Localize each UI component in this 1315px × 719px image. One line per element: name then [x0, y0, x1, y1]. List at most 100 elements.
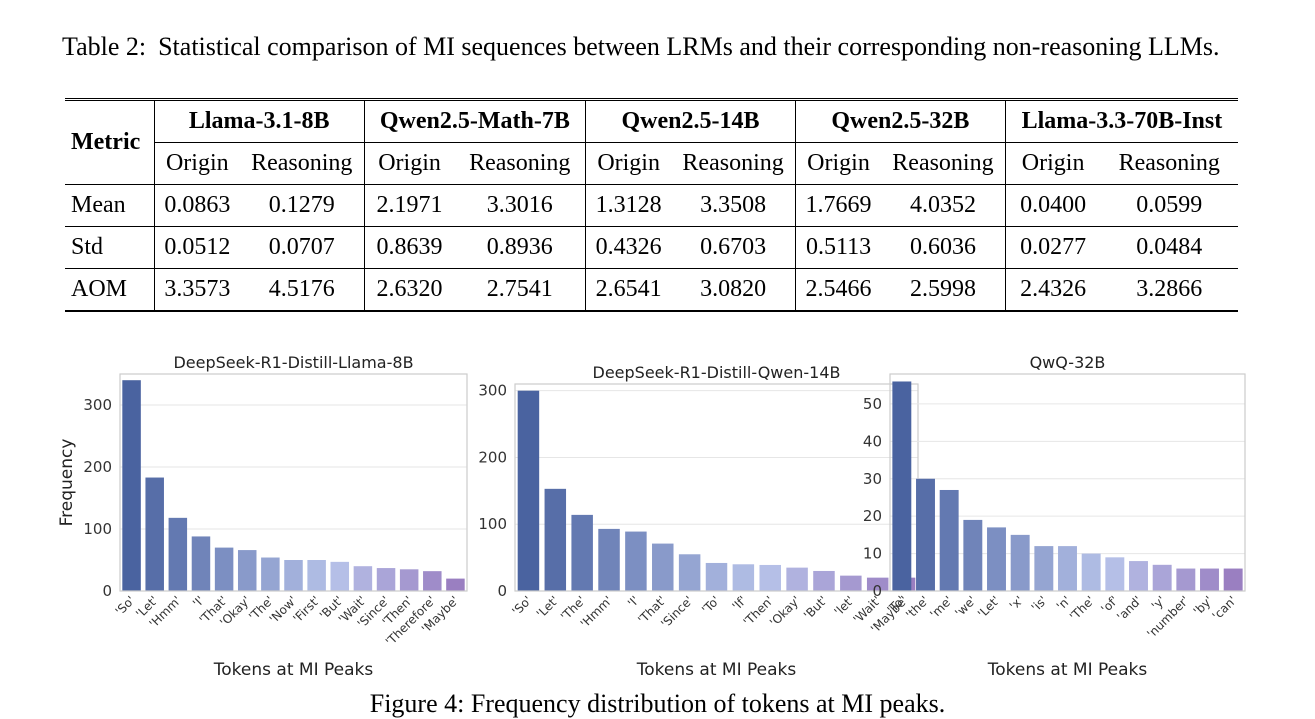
- value-cell: 1.3128: [585, 184, 672, 227]
- y-tick-label: 100: [478, 515, 507, 533]
- bar: [786, 567, 808, 591]
- value-cell: 2.6541: [585, 268, 672, 312]
- y-tick-label: 0: [497, 582, 507, 600]
- x-tick-label: 'So': [113, 593, 138, 618]
- value-cell: 2.4326: [1004, 268, 1101, 312]
- subheader-cell: Origin: [1004, 142, 1101, 185]
- chart-qwen-14b: DeepSeek-R1-Distill-Qwen-14B 0 100 200 300 'S…: [455, 352, 919, 688]
- y-tick-label: 0: [102, 582, 112, 600]
- bar: [866, 577, 889, 591]
- subheader-cell: Reasoning: [454, 142, 586, 185]
- value-cell: 0.4326: [585, 226, 672, 269]
- y-tick-label: 0: [872, 582, 882, 600]
- bar: [376, 568, 396, 591]
- subheader-cell: Origin: [363, 142, 455, 185]
- value-cell: 0.8936: [454, 226, 586, 269]
- bar: [191, 536, 211, 591]
- subheader-cell: Origin: [153, 142, 240, 185]
- bar: [284, 560, 303, 591]
- value-cell: 3.0820: [671, 268, 796, 312]
- bar: [1129, 561, 1148, 591]
- bar: [1176, 568, 1196, 591]
- value-cell: 3.3573: [153, 268, 240, 312]
- y-axis-label: Frequency: [57, 439, 77, 527]
- value-cell: 3.3508: [671, 184, 796, 227]
- chart-svg: QwQ-32B01020304050'To''the''me''we''Let'…: [863, 353, 1246, 680]
- bar: [214, 547, 234, 591]
- value-cell: 2.6320: [363, 268, 455, 312]
- table-caption: Table 2: Statistical comparison of MI seq…: [62, 31, 1248, 62]
- metric-cell: Std: [65, 226, 155, 269]
- table-row: AOM 3.3573 4.5176 2.6320 2.7541 2.6541 3…: [65, 268, 1238, 312]
- value-cell: 0.1279: [239, 184, 365, 227]
- y-tick-label: 10: [863, 545, 882, 563]
- x-tick-label: 'me': [927, 593, 955, 621]
- model-header: Qwen2.5-14B: [585, 99, 796, 143]
- table-row: Mean 0.0863 0.1279 2.1971 3.3016 1.3128 …: [65, 184, 1238, 227]
- table-header-row: Metric Llama-3.1-8B Qwen2.5-Math-7B Qwen…: [65, 99, 1238, 185]
- value-cell: 3.2866: [1100, 268, 1238, 312]
- x-axis-label: Tokens at MI Peaks: [987, 660, 1148, 680]
- table-subheader-row: Origin Reasoning Origin Reasoning Origin…: [65, 142, 1238, 185]
- y-tick-label: 100: [83, 520, 112, 538]
- metric-cell: AOM: [65, 268, 155, 312]
- chart-svg: DeepSeek-R1-Distill-Llama-8B 0 100 200 300 'S…: [57, 353, 468, 680]
- value-cell: 2.7541: [454, 268, 586, 312]
- bar: [678, 554, 701, 591]
- y-tick-label: 200: [478, 448, 507, 466]
- value-cell: 0.0277: [1004, 226, 1101, 269]
- x-tick-label: 'the': [903, 593, 931, 621]
- x-tick-label: 'First': [290, 593, 322, 625]
- chart-title: QwQ-32B: [1030, 353, 1106, 372]
- y-tick-label: 200: [83, 458, 112, 476]
- chart-svg: DeepSeek-R1-Distill-Qwen-14B0100200300'S…: [478, 363, 919, 680]
- bar: [732, 564, 755, 591]
- x-tick-label: 'If': [729, 593, 749, 613]
- bar: [353, 566, 373, 591]
- value-cell: 0.0400: [1004, 184, 1101, 227]
- model-header: Llama-3.3-70B-Inst: [1004, 99, 1238, 143]
- bar: [446, 578, 465, 591]
- bar: [544, 488, 567, 591]
- bar: [892, 381, 912, 591]
- bar: [1152, 564, 1172, 591]
- x-tick-label: 'I': [625, 593, 642, 610]
- value-cell: 0.0863: [153, 184, 240, 227]
- x-tick-label: 'we': [952, 593, 979, 620]
- value-cell: 0.0484: [1100, 226, 1238, 269]
- value-cell: 0.6036: [881, 226, 1006, 269]
- y-tick-label: 300: [83, 396, 112, 414]
- bar: [1034, 546, 1054, 591]
- bar: [261, 557, 280, 591]
- value-cell: 0.5113: [794, 226, 882, 269]
- subheader-cell: Reasoning: [239, 142, 365, 185]
- bar: [963, 519, 983, 591]
- y-tick-label: 300: [478, 382, 507, 400]
- y-tick-label: 40: [863, 432, 882, 450]
- value-cell: 0.8639: [363, 226, 455, 269]
- subheader-cell: Reasoning: [1100, 142, 1238, 185]
- value-cell: 1.7669: [794, 184, 882, 227]
- table-caption-label: Table 2:: [62, 32, 147, 61]
- value-cell: 2.5998: [881, 268, 1006, 312]
- bar: [1223, 568, 1243, 591]
- x-tick-label: 'The': [1067, 593, 1097, 623]
- bar: [840, 575, 862, 591]
- bar: [1058, 546, 1077, 591]
- x-axis-label: Tokens at MI Peaks: [213, 660, 374, 680]
- bar: [122, 380, 141, 591]
- model-header: Qwen2.5-32B: [794, 99, 1006, 143]
- bar: [168, 517, 188, 591]
- bar: [330, 561, 350, 591]
- bar: [625, 531, 647, 591]
- value-cell: 0.0599: [1100, 184, 1238, 227]
- bar: [705, 562, 728, 591]
- bar: [307, 560, 326, 591]
- y-tick-label: 50: [863, 395, 882, 413]
- chart-llama-8b: DeepSeek-R1-Distill-Llama-8B 0 100 200 300 'S…: [0, 352, 470, 688]
- model-header: Llama-3.1-8B: [153, 99, 365, 143]
- bar: [759, 564, 781, 591]
- x-tick-label: 'So': [509, 593, 534, 618]
- bar: [399, 569, 419, 591]
- subheader-cell: Reasoning: [671, 142, 796, 185]
